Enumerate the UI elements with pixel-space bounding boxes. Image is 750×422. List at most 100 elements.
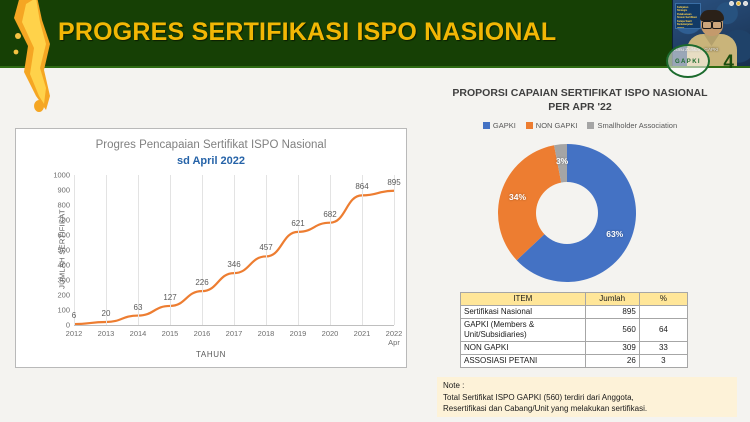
slide-thumbnail-in-video: Kebijakan Strategis Pelaksanaan Sistem S… [675, 3, 701, 29]
data-label: 457 [259, 243, 273, 253]
gridline [234, 175, 235, 325]
note-box: Note : Total Sertifikat ISPO GAPKI (560)… [437, 377, 737, 417]
data-label: 6 [71, 311, 77, 321]
table-col-header-0: ITEM [460, 292, 586, 306]
x-tick-2013: 2013 [97, 329, 115, 338]
gridline [330, 175, 331, 325]
slide-number: 4 [723, 52, 734, 73]
cell-percent: 64 [638, 318, 689, 342]
note-line-2: Resertifikasi dan Cabang/Unit yang melak… [443, 404, 648, 414]
x-tick-2018: 2018 [257, 329, 275, 338]
legend-item-0: GAPKI [482, 121, 516, 130]
gridline [74, 175, 75, 325]
table-row: NON GAPKI 309 33 [460, 341, 689, 355]
x-axis-line [74, 325, 394, 326]
y-tick-500: 500 [57, 245, 70, 255]
table-header: ITEM Jumlah% [460, 292, 689, 306]
donut-chart-legend: GAPKI NON GAPKI Smallholder Association [420, 121, 740, 130]
x-tick-2014: 2014 [129, 329, 147, 338]
cell-percent: 33 [638, 341, 689, 355]
cell-percent: 3 [638, 354, 689, 368]
gridline [170, 175, 171, 325]
x-axis-ticks: 2012 2013 2014 2015 2016 2017 2018 2019 2020 2021… [66, 329, 403, 359]
x-tick-2022: 2022 Apr [385, 329, 403, 347]
data-label: 20 [101, 309, 111, 318]
line-chart-title: Progres Pencapaian Sertifikat ISPO Nasio… [95, 139, 327, 151]
doc-card-title: Kebijakan Strategis Pelaksanaan Sistem S… [677, 6, 697, 29]
cell-jumlah: 895 [584, 305, 640, 319]
mute-icon[interactable] [736, 1, 741, 6]
legend-item-2: Smallholder Association [587, 121, 677, 130]
pin-icon[interactable] [743, 1, 748, 6]
flame-icon [13, 0, 50, 112]
data-label: 895 [387, 177, 401, 187]
donut-slice-label: 3% [555, 156, 569, 167]
legend-label: GAPKI [492, 121, 516, 130]
data-label: 346 [227, 260, 241, 270]
gridline [394, 175, 395, 325]
legend-label: NON GAPKI [535, 121, 578, 130]
x-tick-2019: 2019 [289, 329, 307, 338]
y-tick-100: 100 [57, 305, 70, 315]
line-chart-subtitle: sd April 2022 [176, 155, 246, 167]
data-label: 226 [195, 278, 209, 288]
donut-slice-label: 34% [509, 191, 527, 202]
y-tick-600: 600 [57, 230, 70, 240]
cell-item: GAPKI (Members & Unit/Subsidiaries) [460, 318, 586, 342]
x-tick-2020: 2020 [321, 329, 339, 338]
cell-jumlah: 26 [584, 354, 640, 368]
line-chart-card: Progres Pencapaian Sertifikat ISPO Nasio… [15, 128, 407, 368]
donut-chart-title: PROPORSI CAPAIAN SERTIFIKAT ISPO NASIONA… [420, 86, 740, 114]
y-tick-700: 700 [57, 215, 70, 225]
data-label: 682 [323, 209, 337, 219]
x-tick-2017: 2017 [225, 329, 243, 338]
cell-jumlah: 309 [584, 341, 640, 355]
cell-jumlah: 560 [584, 318, 640, 342]
seal-label: GAPKI [674, 58, 702, 65]
gridline [106, 175, 107, 325]
table-row: Sertifikasi Nasional 895 [460, 305, 689, 319]
table-col-header-1: Jumlah [584, 292, 640, 306]
cell-percent [638, 305, 689, 319]
legend-swatch-icon [525, 122, 533, 129]
slide-header-bar: PROGRES SERTIFIKASI ISPO NASIONAL [0, 0, 750, 112]
table-body: Sertifikasi Nasional 895 GAPKI (Members & … [460, 305, 689, 368]
gridline [362, 175, 363, 325]
donut-chart: 63% 34% 3% [497, 143, 637, 283]
gridline [138, 175, 139, 325]
x-tick-2016: 2016 [193, 329, 211, 338]
cell-item: NON GAPKI [460, 341, 586, 355]
data-label: 621 [291, 218, 305, 228]
y-axis-ticks: 0 100 200 300 400 500 600 700 800 900 1000 [36, 171, 70, 330]
page-title: PROGRES SERTIFIKASI ISPO NASIONAL [58, 18, 557, 46]
table-header-row: ITEM Jumlah% [460, 292, 689, 306]
donut-title-line2: PER APR '22 [548, 101, 612, 114]
gridline [202, 175, 203, 325]
note-label: Note : [443, 381, 465, 390]
donut-title-line1: PROPORSI CAPAIAN SERTIFIKAT ISPO NASIONA… [452, 87, 708, 99]
data-label: 864 [355, 182, 369, 192]
y-tick-400: 400 [57, 260, 70, 270]
y-tick-200: 200 [57, 290, 70, 300]
summary-table: ITEM Jumlah% Sertifikasi Nasional 895 GAPKI… [460, 292, 689, 368]
x-tick-sublabel: Apr [388, 338, 400, 347]
table-row: GAPKI (Members & Unit/Subsidiaries) 560 64 [460, 318, 689, 342]
cell-item: ASSOSIASI PETANI [460, 354, 586, 368]
legend-swatch-icon [587, 122, 595, 129]
gridline [298, 175, 299, 325]
cell-item: Sertifikasi Nasional [460, 305, 586, 319]
video-tile-controls[interactable] [729, 1, 748, 6]
legend-swatch-icon [482, 122, 490, 129]
legend-label: Smallholder Association [597, 121, 678, 130]
x-tick-2012: 2012 [65, 329, 83, 338]
x-tick-2015: 2015 [161, 329, 179, 338]
data-label: 63 [133, 302, 143, 312]
y-tick-800: 800 [57, 200, 70, 210]
note-line-1: Total Sertifikat ISPO GAPKI (560) terdir… [443, 392, 634, 402]
x-tick-2021: 2021 [353, 329, 371, 338]
more-options-icon[interactable] [729, 1, 734, 6]
donut-slice-label: 63% [606, 228, 624, 239]
gridline [266, 175, 267, 325]
gapki-logo-seal: GAPKI [666, 44, 710, 78]
